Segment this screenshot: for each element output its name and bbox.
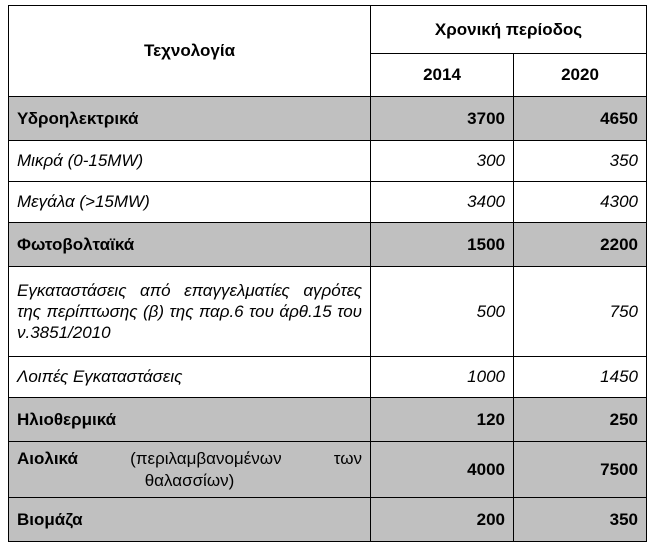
value-2014: 200 <box>370 497 514 542</box>
row-label: Βιομάζα <box>8 497 371 542</box>
row-label: Μικρά (0-15MW) <box>8 140 371 182</box>
value-2014: 1500 <box>370 222 514 267</box>
wind-label-extra-2: των <box>333 448 362 468</box>
table-row-biomass: Βιομάζα 200 350 <box>8 497 647 542</box>
period-header: Χρονική περίοδος <box>370 5 647 54</box>
value-2014: 300 <box>370 140 514 182</box>
value-2014: 3400 <box>370 181 514 223</box>
row-label: Υδροηλεκτρικά <box>8 96 371 141</box>
technology-header: Τεχνολογία <box>8 5 371 97</box>
value-2020: 4300 <box>513 181 647 223</box>
table-row-hydro: Υδροηλεκτρικά 3700 4650 <box>8 96 647 141</box>
value-2020: 350 <box>513 140 647 182</box>
row-label: Ηλιοθερμικά <box>8 397 371 442</box>
row-label: Μεγάλα (>15MW) <box>8 181 371 223</box>
value-2014: 1000 <box>370 356 514 398</box>
row-label: Φωτοβολταϊκά <box>8 222 371 267</box>
table-row-wind: Αιολικά (περιλαμβανομένων των θαλασσίων)… <box>8 441 647 498</box>
row-label: Εγκαταστάσεις από επαγγελματίες αγρότες … <box>8 266 371 357</box>
value-2014: 120 <box>370 397 514 442</box>
table-row-pv-other: Λοιπές Εγκαταστάσεις 1000 1450 <box>8 356 647 398</box>
capacity-table: Τεχνολογία Χρονική περίοδος 2014 2020 Υδ… <box>8 5 647 542</box>
value-2020: 750 <box>513 266 647 357</box>
value-2014: 500 <box>370 266 514 357</box>
value-2020: 350 <box>513 497 647 542</box>
table-row-pv-farmers: Εγκαταστάσεις από επαγγελματίες αγρότες … <box>8 266 647 357</box>
value-2020: 1450 <box>513 356 647 398</box>
value-2014: 3700 <box>370 96 514 141</box>
wind-label-extra-1: (περιλαμβανομένων <box>130 448 282 468</box>
row-label-text: Εγκαταστάσεις από επαγγελματίες αγρότες … <box>17 281 362 342</box>
wind-label-extra-3: θαλασσίων) <box>144 470 235 490</box>
table-row-solar-thermal: Ηλιοθερμικά 120 250 <box>8 397 647 442</box>
table-row-small-hydro: Μικρά (0-15MW) 300 350 <box>8 140 647 182</box>
header-row-top: Τεχνολογία Χρονική περίοδος <box>8 5 647 97</box>
table-row-photovoltaic: Φωτοβολταϊκά 1500 2200 <box>8 222 647 267</box>
header-row-years: 2014 2020 <box>9 53 647 97</box>
value-2020: 7500 <box>513 441 647 498</box>
table-row-large-hydro: Μεγάλα (>15MW) 3400 4300 <box>8 181 647 223</box>
value-2020: 2200 <box>513 222 647 267</box>
value-2014: 4000 <box>370 441 514 498</box>
year-2020-header: 2020 <box>513 53 647 97</box>
wind-label-title: Αιολικά <box>17 448 78 468</box>
value-2020: 4650 <box>513 96 647 141</box>
value-2020: 250 <box>513 397 647 442</box>
wind-label-line: Αιολικά (περιλαμβανομένων των <box>17 448 362 470</box>
year-2014-header: 2014 <box>370 53 514 97</box>
row-label: Λοιπές Εγκαταστάσεις <box>8 356 371 398</box>
row-label: Αιολικά (περιλαμβανομένων των θαλασσίων) <box>8 441 371 498</box>
